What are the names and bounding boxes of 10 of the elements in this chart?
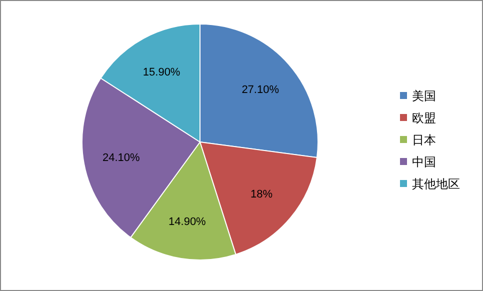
legend-label: 日本 [412, 133, 436, 147]
legend-label: 其他地区 [412, 177, 460, 191]
data-label: 18% [250, 188, 273, 201]
data-label: 15.90% [142, 66, 180, 79]
legend-label: 欧盟 [412, 111, 436, 125]
data-label: 24.10% [102, 152, 140, 164]
legend-label: 美国 [412, 89, 436, 103]
data-label: 14.90% [168, 216, 206, 228]
legend-label: 中国 [412, 155, 436, 169]
data-label: 27.10% [242, 84, 280, 96]
